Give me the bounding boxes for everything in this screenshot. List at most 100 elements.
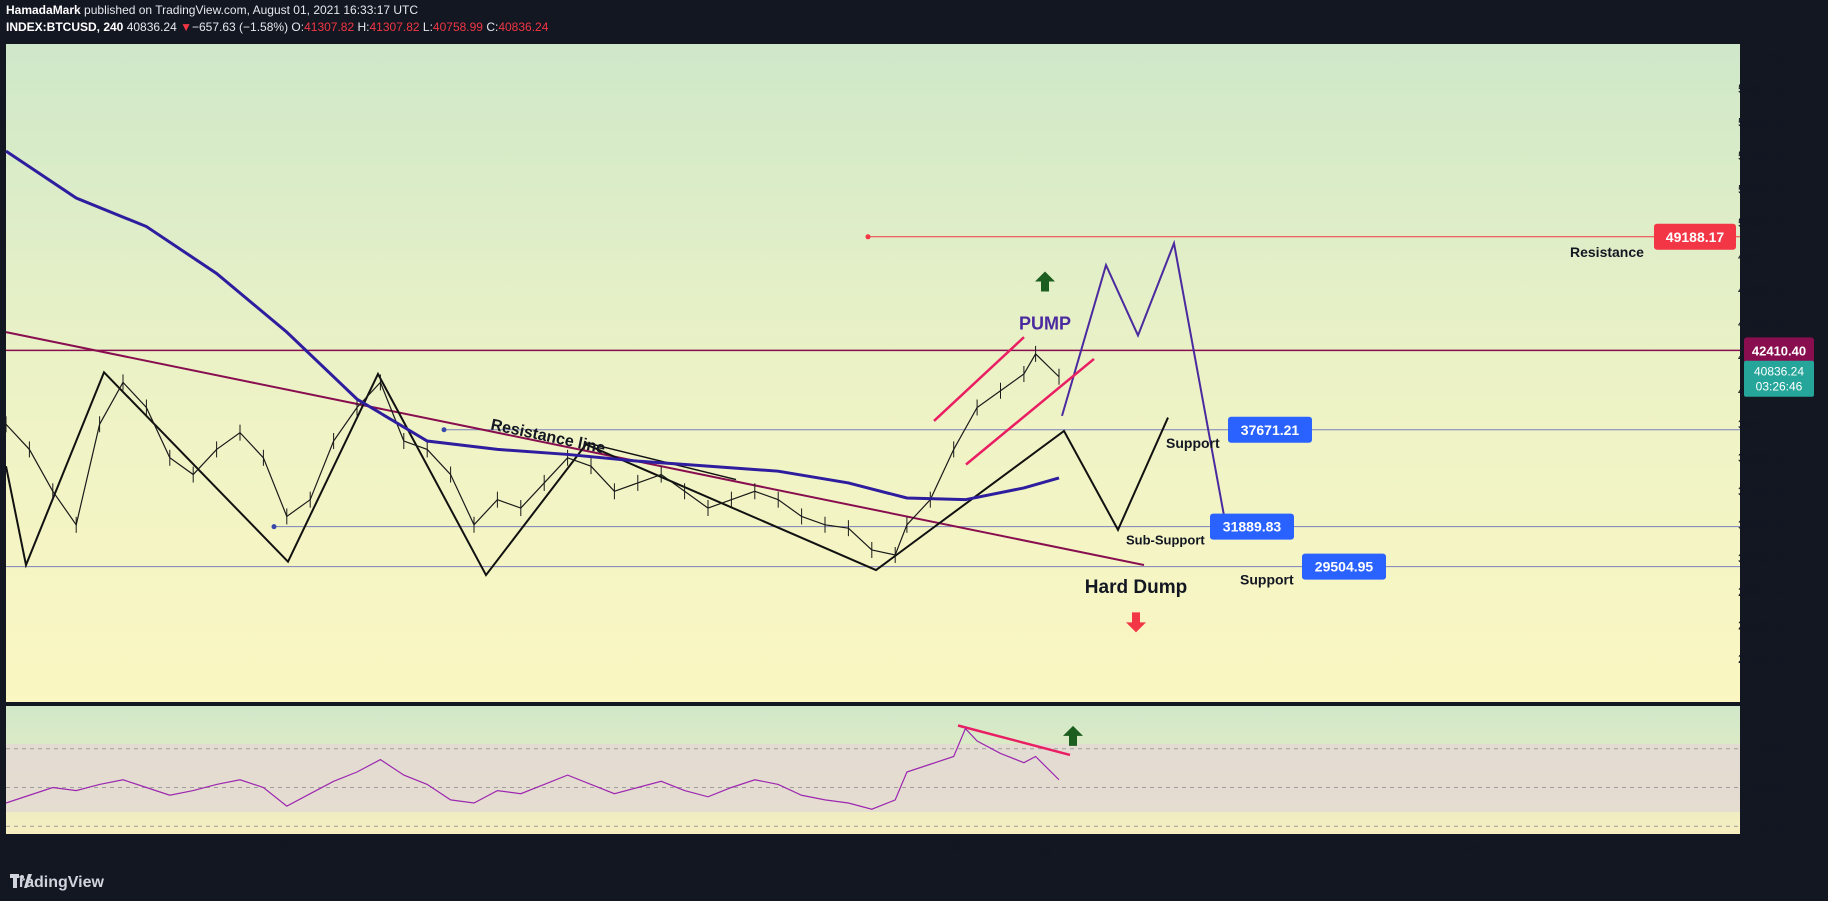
channel-top-line [933,336,1025,422]
change-down-icon: ▼ [180,20,192,34]
ohlc-legend: INDEX:BTCUSD, 240 40836.24 ▼−657.63 (−1.… [6,20,548,34]
symbol-label: INDEX:BTCUSD, 240 [6,20,124,34]
price-tick-2: 54000.00 [1738,149,1788,163]
sub-support-price-tag: 31889.83 [1223,519,1282,535]
time-tick-10: 9 [1148,840,1155,855]
last-price-tag-bg [1744,360,1814,397]
footer-bar: TradingView [0,864,1828,901]
price-tick-1: 56000.00 [1738,116,1788,130]
dump-arrow-down-icon [1126,612,1146,633]
hard-dump-label: Hard Dump [1085,577,1187,598]
chart-area[interactable]: USD 58000.00 56000.00 54000.00 52000.00 5000… [0,44,1828,864]
price-tick-6: 46000.00 [1738,283,1788,297]
support2-price-tag: 29504.95 [1315,559,1374,575]
time-tick-13: Sep [1462,840,1485,855]
support-price-tag-bg [1228,416,1312,443]
support2-label: Support [1240,572,1294,588]
rsi-line [5,727,1060,810]
high-value: 41307.82 [369,20,420,34]
price-tick-11: 36000.00 [1738,451,1788,465]
resistance-price-tag-bg [1654,223,1736,250]
level-price-tag-bg [1744,337,1814,364]
level-anchor-dot [865,234,871,240]
time-tick-11: 16 [1243,840,1257,855]
sub-support-price-tag-bg [1210,513,1294,540]
time-tick-5: Jul [596,840,613,855]
tradingview-logo[interactable]: TradingView [10,874,104,892]
drawings [5,234,1227,757]
price-tick-15: 28000.00 [1738,585,1788,599]
price-tick-0: 58000.00 [1738,82,1788,96]
time-tick-6: 12 [753,840,767,855]
close-value: 40836.24 [498,20,549,34]
open-label: O: [291,20,305,34]
price-tick-5: 48000.00 [1738,250,1788,264]
resistance-price-tag: 49188.17 [1666,229,1725,245]
price-tick-4: 50000.00 [1738,216,1788,230]
moving-average-line [5,149,1060,502]
currency-label: USD [1763,50,1789,64]
level-lines [6,236,1740,568]
btc-chart-svg[interactable]: USD 58000.00 56000.00 54000.00 52000.00 5000… [0,44,1828,864]
price-tick-13: 32000.00 [1738,518,1788,532]
author-name: HamadaMark [6,3,81,17]
brand-name: TradingView [10,874,104,891]
resistance-label: Resistance [1570,244,1644,260]
channel-bottom-line [965,357,1095,466]
time-tick-0: 24 [65,840,79,855]
resistance-trendline [5,331,1145,567]
low-label: L: [422,20,433,34]
low-value: 40758.99 [432,20,483,34]
rsi-axis[interactable]: 75.00 50.00 25.00 [6,742,1784,834]
time-tick-12: 23 [1341,840,1355,855]
last-price-tag: 40836.24 [1754,365,1804,379]
tradingview-icon [10,874,32,888]
time-tick-4: 21 [457,840,471,855]
last-value: 40836.24 [126,20,177,34]
sub-trendline [585,441,737,481]
support-anchor-dot [441,427,447,433]
support2-price-tag-bg [1302,553,1386,580]
price-tick-12: 34000.00 [1738,484,1788,498]
high-label: H: [357,20,370,34]
price-pane-bg [6,44,1740,704]
time-tick-2: 12:00 [260,840,293,855]
change-value: −657.63 (−1.58%) [192,20,289,34]
price-tick-7: 44000.00 [1738,317,1788,331]
level-price-tag: 42410.40 [1752,343,1806,358]
price-tick-14: 30000.00 [1738,551,1788,565]
sub-support-anchor-dot [271,524,277,530]
rsi-tick-0: 75.00 [1754,742,1784,756]
open-value: 41307.82 [304,20,355,34]
rsi-tick-1: 50.00 [1754,781,1784,795]
pump-arrow-up-icon [1035,271,1055,292]
countdown-tag: 03:26:46 [1756,380,1803,394]
time-tick-9: Aug [1028,840,1051,855]
close-label: C: [486,20,499,34]
publish-info: HamadaMark published on TradingView.com,… [6,3,418,17]
rsi-series [5,727,1060,810]
price-tick-10: 38000.00 [1738,417,1788,431]
pump-label: PUMP [1019,314,1071,334]
time-tick-1: Jun [174,840,195,855]
price-tick-3: 52000.00 [1738,183,1788,197]
price-axis[interactable]: USD 58000.00 56000.00 54000.00 52000.00 5000… [1738,50,1788,666]
rsi-divergence-line [957,724,1071,757]
projection-path [1061,239,1227,527]
time-tick-14: 13 [1637,840,1651,855]
time-tick-8: 12:00 [934,840,967,855]
time-tick-3: 14 [361,840,375,855]
time-axis[interactable]: 24 Jun 12:00 14 21 Jul 12 19 12:00 Aug 9 16 23 Sep 13 [65,840,1651,855]
price-tick-16: 26000.00 [1738,618,1788,632]
support-label: Support [1166,435,1220,451]
time-tick-7: 19 [851,840,865,855]
sub-support-label: Sub-Support [1126,533,1205,548]
rsi-band [6,744,1740,812]
price-series [5,149,1060,563]
price-tags: 49188.17 42410.40 37671.21 31889.83 29504.95… [1210,223,1814,580]
rsi-arrow-up-icon [1063,725,1083,746]
price-tick-17: 24000.00 [1738,652,1788,666]
published-text: published on TradingView.com, August 01,… [84,3,419,17]
rsi-tick-2: 25.00 [1754,819,1784,833]
zigzag-path [5,370,1169,577]
